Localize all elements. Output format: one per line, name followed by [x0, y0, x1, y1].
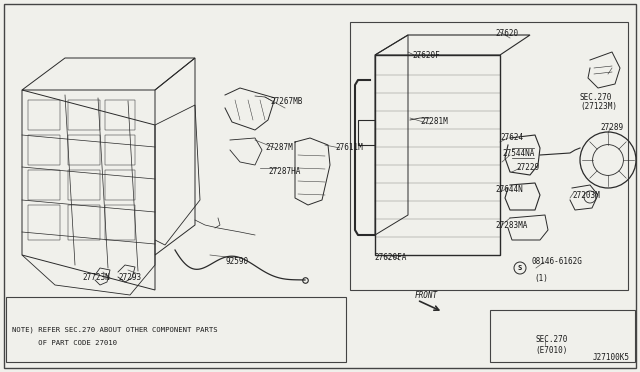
Text: OF PART CODE 27010: OF PART CODE 27010 — [12, 340, 117, 346]
Text: 27203M: 27203M — [572, 190, 600, 199]
Bar — [350, 22, 628, 290]
Text: NOTE) REFER SEC.270 ABOUT OTHER COMPONENT PARTS: NOTE) REFER SEC.270 ABOUT OTHER COMPONEN… — [12, 327, 218, 333]
Text: 27723N: 27723N — [82, 273, 109, 282]
Text: SEC.270: SEC.270 — [580, 93, 612, 102]
Text: 27544NA: 27544NA — [502, 148, 534, 157]
Text: (27123M): (27123M) — [580, 103, 617, 112]
Text: 27620FA: 27620FA — [374, 253, 406, 263]
Text: 27287M: 27287M — [265, 144, 292, 153]
Text: (1): (1) — [534, 273, 548, 282]
Text: 27287HA: 27287HA — [268, 167, 300, 176]
Text: 27289: 27289 — [600, 124, 623, 132]
Text: 08146-6162G: 08146-6162G — [532, 257, 583, 266]
Text: 27267MB: 27267MB — [270, 96, 302, 106]
Text: 92590: 92590 — [225, 257, 248, 266]
Text: 27644N: 27644N — [495, 186, 523, 195]
Bar — [6, 297, 346, 362]
Text: 27611M: 27611M — [335, 144, 363, 153]
Text: 27620: 27620 — [495, 29, 518, 38]
Text: 27293: 27293 — [118, 273, 141, 282]
Text: S: S — [518, 265, 522, 271]
Text: 27229: 27229 — [516, 164, 539, 173]
Text: 27624: 27624 — [500, 134, 523, 142]
Text: SEC.270: SEC.270 — [535, 336, 568, 344]
Text: (E7010): (E7010) — [535, 346, 568, 355]
Text: FRONT: FRONT — [415, 292, 438, 301]
Text: 27281M: 27281M — [420, 116, 448, 125]
Text: 27283MA: 27283MA — [495, 221, 527, 230]
Bar — [490, 310, 635, 362]
Text: J27100K5: J27100K5 — [593, 353, 630, 362]
Text: 27620F: 27620F — [412, 51, 440, 61]
